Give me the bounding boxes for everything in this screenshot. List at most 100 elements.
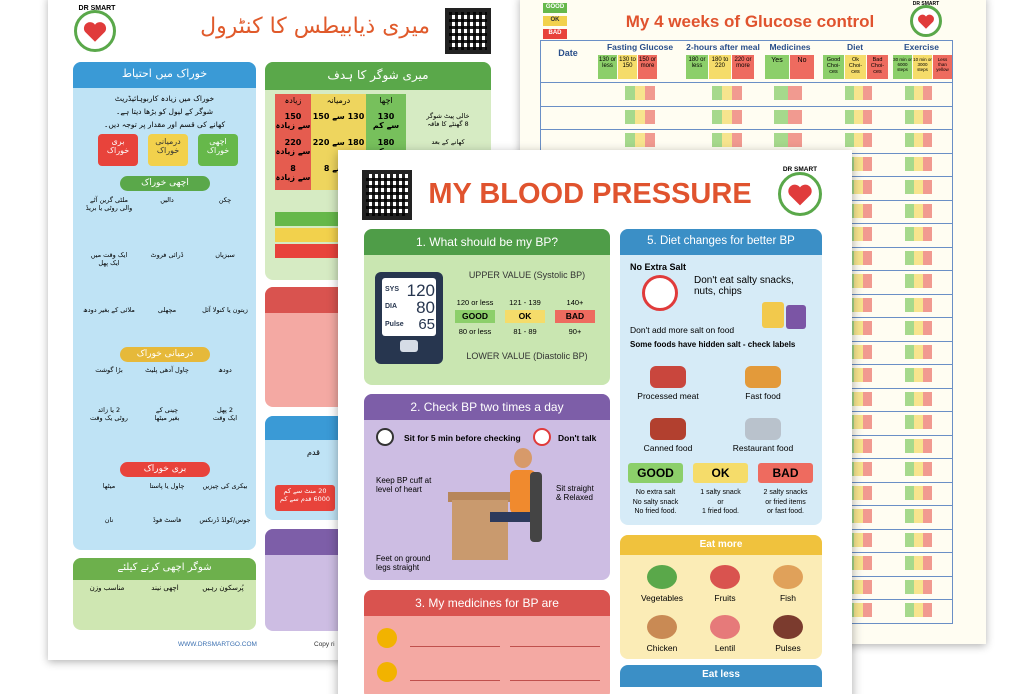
tick-cell	[625, 109, 635, 124]
tick-cell	[625, 133, 635, 147]
goal-value: 8 سے زیادہ	[275, 164, 311, 182]
tick-cell	[645, 86, 655, 100]
column-header: 2-hours after meal	[686, 42, 760, 52]
option-cell	[686, 55, 708, 79]
sheet-title: MY BLOOD PRESSURE	[428, 178, 752, 210]
tick-cell	[722, 133, 732, 147]
diet-rating	[628, 463, 683, 483]
option-label: Ok Choi-ces	[848, 57, 863, 75]
tick-cell	[905, 532, 914, 547]
bp-rating	[555, 310, 595, 323]
tick-cell	[863, 438, 872, 453]
monitor-label: DIA	[385, 303, 398, 310]
option-cell	[618, 55, 637, 79]
monitor-button	[400, 340, 418, 352]
food-label: Fish	[779, 593, 797, 603]
tick-cell	[854, 133, 863, 147]
tick-cell	[854, 297, 863, 312]
tick-cell	[905, 391, 914, 406]
option-label: No	[797, 57, 807, 64]
food-group-header	[120, 347, 210, 362]
bp-range: 140+	[566, 298, 584, 307]
tick-cell	[863, 274, 872, 288]
goal-row-label: کھانے کے بعد	[431, 138, 465, 146]
tick-cell	[914, 485, 923, 500]
tick-cell	[905, 180, 914, 194]
tick-cell	[788, 109, 802, 124]
food-type-badge	[148, 134, 188, 166]
bp-rating	[505, 310, 545, 323]
tick-cell	[914, 368, 923, 382]
instruction: Some foods have hidden salt - check labe…	[630, 340, 796, 349]
option-label: Yes	[771, 57, 783, 64]
food-item: ملائی کے بغیر دودھ	[83, 306, 135, 314]
tick-cell	[923, 391, 932, 406]
tick-cell	[905, 321, 914, 335]
food-label: Vegetables	[640, 593, 684, 603]
tick-cell	[905, 344, 914, 359]
tick-cell	[914, 438, 923, 453]
tick-cell	[905, 485, 914, 500]
brand: DR SMART	[78, 5, 116, 12]
tick-cell	[854, 603, 863, 617]
tick-cell	[863, 344, 872, 359]
food-type: درمیانی خوراک	[155, 137, 181, 155]
section-title: 3. My medicines for BP are	[415, 596, 559, 610]
instruction: Don't add more salt on food	[630, 325, 735, 335]
tick-cell	[863, 321, 872, 335]
option-cell	[933, 55, 952, 79]
improve-item: مناسب وزن	[89, 584, 125, 592]
tick-cell	[905, 415, 914, 429]
tick-cell	[788, 133, 802, 147]
tick-cell	[923, 344, 932, 359]
chair	[530, 472, 542, 542]
legend-swatch	[543, 29, 567, 39]
clock-icon	[376, 428, 394, 446]
legend-label: GOOD	[545, 4, 565, 10]
tick-cell	[914, 297, 923, 312]
tick-cell	[914, 86, 923, 100]
heart-icon	[83, 22, 107, 42]
food-type-badge	[198, 134, 238, 166]
food-icon	[710, 565, 740, 589]
tick-cell	[712, 86, 722, 100]
section-header	[364, 229, 610, 255]
option-label: 150 or more	[638, 57, 656, 69]
tick-cell	[774, 109, 788, 124]
option-label: 10 min or 3000 steps	[913, 57, 932, 72]
tick-cell	[923, 485, 932, 500]
tick-cell	[905, 509, 914, 523]
goal-header: اچھا	[379, 96, 393, 105]
tick-cell	[923, 203, 932, 218]
panel-title: خوراک میں احتیاط	[121, 67, 208, 80]
tick-cell	[905, 156, 914, 171]
heart-icon	[918, 14, 934, 29]
eat-more-header	[620, 535, 822, 555]
tick-cell	[905, 579, 914, 594]
food-type: بری خوراک	[106, 137, 130, 155]
food-icon	[647, 565, 677, 589]
person-legs	[490, 512, 534, 522]
option-label: 30 min or 6000 steps	[893, 57, 912, 72]
option-cell	[913, 55, 932, 79]
tick-cell	[863, 532, 872, 547]
food-item: 2 یا زائد روٹی یک وقت	[90, 406, 128, 422]
tick-cell	[854, 556, 863, 570]
tick-cell	[863, 156, 872, 171]
tick-cell	[914, 203, 923, 218]
write-line	[510, 646, 600, 647]
person-head	[514, 448, 532, 468]
bp-rating	[455, 310, 495, 323]
food-icon	[650, 418, 686, 440]
tick-cell	[923, 438, 932, 453]
option-cell	[732, 55, 754, 79]
column-header: Diet	[846, 42, 864, 52]
tick-cell	[635, 86, 645, 100]
tick-cell	[905, 227, 914, 241]
subheading: No Extra Salt	[630, 262, 687, 272]
option-cell	[867, 55, 888, 79]
food-type-badge	[98, 134, 138, 166]
chips-icon	[762, 302, 784, 328]
bp-rating-label: GOOD	[462, 311, 488, 321]
tick-cell	[923, 133, 932, 147]
